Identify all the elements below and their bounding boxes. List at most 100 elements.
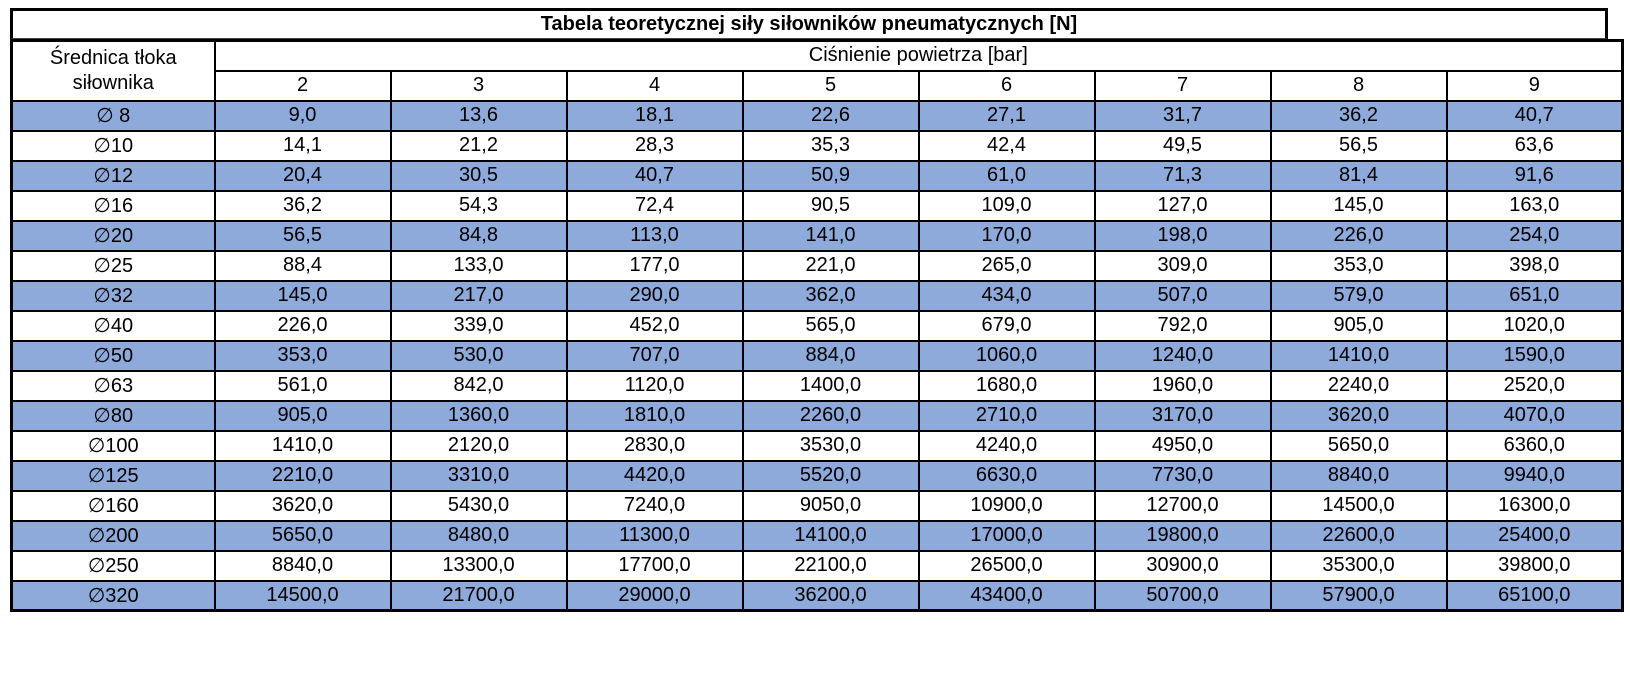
diameter-cell: ∅ 8 xyxy=(10,99,216,132)
diameter-cell: ∅40 xyxy=(10,309,216,342)
force-value-cell: 2830,0 xyxy=(565,429,744,462)
force-value-cell: 26500,0 xyxy=(917,549,1096,582)
force-value-cell: 530,0 xyxy=(389,339,568,372)
force-value-cell: 1810,0 xyxy=(565,399,744,432)
pressure-col-header: 2 xyxy=(213,69,392,102)
force-value-cell: 353,0 xyxy=(213,339,392,372)
force-value-cell: 72,4 xyxy=(565,189,744,222)
group-header-row: Średnica tłoka siłownika Ciśnienie powie… xyxy=(10,39,1624,102)
force-value-cell: 4950,0 xyxy=(1093,429,1272,462)
pressure-col-header: 6 xyxy=(917,69,1096,102)
force-value-cell: 65100,0 xyxy=(1445,579,1624,612)
force-value-cell: 2260,0 xyxy=(741,399,920,432)
diameter-cell: ∅50 xyxy=(10,339,216,372)
force-value-cell: 2240,0 xyxy=(1269,369,1448,402)
force-value-cell: 17000,0 xyxy=(917,519,1096,552)
force-value-cell: 1400,0 xyxy=(741,369,920,402)
table-row: ∅320 14500,0 21700,0 29000,0 36200,0 43400,0 5… xyxy=(10,579,1624,612)
table-row: ∅16 36,2 54,3 72,4 90,5 109,0 127,0 145,0 163,0 xyxy=(10,189,1624,222)
force-value-cell: 20,4 xyxy=(213,159,392,192)
force-value-cell: 1590,0 xyxy=(1445,339,1624,372)
force-value-cell: 4070,0 xyxy=(1445,399,1624,432)
table-row: ∅50 353,0 530,0 707,0 884,0 1060,0 1240,0 1410,… xyxy=(10,339,1624,372)
force-value-cell: 3620,0 xyxy=(213,489,392,522)
pressure-col-header: 4 xyxy=(565,69,744,102)
force-value-cell: 25400,0 xyxy=(1445,519,1624,552)
force-value-cell: 679,0 xyxy=(917,309,1096,342)
force-value-cell: 109,0 xyxy=(917,189,1096,222)
pressure-col-header: 9 xyxy=(1445,69,1624,102)
force-value-cell: 3620,0 xyxy=(1269,399,1448,432)
table-row: ∅32 145,0 217,0 290,0 362,0 434,0 507,0 579,0 65… xyxy=(10,279,1624,312)
table-title: Tabela teoretycznej siły siłowników pneu… xyxy=(10,8,1608,39)
force-value-cell: 50700,0 xyxy=(1093,579,1272,612)
force-value-cell: 434,0 xyxy=(917,279,1096,312)
force-value-cell: 3310,0 xyxy=(389,459,568,492)
table-row: ∅ 8 9,0 13,6 18,1 22,6 27,1 31,7 36,2 40,7 xyxy=(10,99,1624,132)
force-value-cell: 198,0 xyxy=(1093,219,1272,252)
force-value-cell: 353,0 xyxy=(1269,249,1448,282)
force-value-cell: 842,0 xyxy=(389,369,568,402)
force-value-cell: 14100,0 xyxy=(741,519,920,552)
pressure-col-header: 7 xyxy=(1093,69,1272,102)
force-value-cell: 22,6 xyxy=(741,99,920,132)
diameter-cell: ∅32 xyxy=(10,279,216,312)
force-value-cell: 1360,0 xyxy=(389,399,568,432)
force-value-cell: 226,0 xyxy=(213,309,392,342)
pressure-col-header: 3 xyxy=(389,69,568,102)
force-value-cell: 8840,0 xyxy=(213,549,392,582)
force-value-cell: 309,0 xyxy=(1093,249,1272,282)
force-value-cell: 561,0 xyxy=(213,369,392,402)
force-value-cell: 29000,0 xyxy=(565,579,744,612)
diameter-cell: ∅200 xyxy=(10,519,216,552)
force-value-cell: 507,0 xyxy=(1093,279,1272,312)
force-value-cell: 2210,0 xyxy=(213,459,392,492)
diameter-cell: ∅16 xyxy=(10,189,216,222)
force-value-cell: 3170,0 xyxy=(1093,399,1272,432)
force-value-cell: 13,6 xyxy=(389,99,568,132)
force-value-cell: 35300,0 xyxy=(1269,549,1448,582)
force-value-cell: 36,2 xyxy=(213,189,392,222)
pressure-group-header: Ciśnienie powietrza [bar] xyxy=(213,39,1624,72)
force-value-cell: 14500,0 xyxy=(213,579,392,612)
diameter-cell: ∅100 xyxy=(10,429,216,462)
table-row: ∅12 20,4 30,5 40,7 50,9 61,0 71,3 81,4 91,6 xyxy=(10,159,1624,192)
force-value-cell: 1120,0 xyxy=(565,369,744,402)
force-value-cell: 22100,0 xyxy=(741,549,920,582)
force-value-cell: 8840,0 xyxy=(1269,459,1448,492)
force-value-cell: 254,0 xyxy=(1445,219,1624,252)
force-value-cell: 339,0 xyxy=(389,309,568,342)
force-value-cell: 145,0 xyxy=(1269,189,1448,222)
force-value-cell: 362,0 xyxy=(741,279,920,312)
force-value-cell: 145,0 xyxy=(213,279,392,312)
force-value-cell: 17700,0 xyxy=(565,549,744,582)
force-value-cell: 19800,0 xyxy=(1093,519,1272,552)
pressure-col-header: 5 xyxy=(741,69,920,102)
diameter-cell: ∅160 xyxy=(10,489,216,522)
force-value-cell: 113,0 xyxy=(565,219,744,252)
force-value-cell: 3530,0 xyxy=(741,429,920,462)
table-head: Średnica tłoka siłownika Ciśnienie powie… xyxy=(10,39,1624,102)
force-value-cell: 71,3 xyxy=(1093,159,1272,192)
force-value-cell: 61,0 xyxy=(917,159,1096,192)
force-value-cell: 905,0 xyxy=(1269,309,1448,342)
diameter-column-header: Średnica tłoka siłownika xyxy=(10,39,216,102)
table-row: ∅20 56,5 84,8 113,0 141,0 170,0 198,0 226,0 254,… xyxy=(10,219,1624,252)
force-value-cell: 36,2 xyxy=(1269,99,1448,132)
force-value-cell: 905,0 xyxy=(213,399,392,432)
table-row: ∅10 14,1 21,2 28,3 35,3 42,4 49,5 56,5 63,6 xyxy=(10,129,1624,162)
force-value-cell: 90,5 xyxy=(741,189,920,222)
force-value-cell: 398,0 xyxy=(1445,249,1624,282)
force-value-cell: 63,6 xyxy=(1445,129,1624,162)
force-value-cell: 7240,0 xyxy=(565,489,744,522)
force-value-cell: 221,0 xyxy=(741,249,920,282)
force-value-cell: 4420,0 xyxy=(565,459,744,492)
force-value-cell: 5520,0 xyxy=(741,459,920,492)
force-value-cell: 31,7 xyxy=(1093,99,1272,132)
force-value-cell: 30900,0 xyxy=(1093,549,1272,582)
table-body: ∅ 8 9,0 13,6 18,1 22,6 27,1 31,7 36,2 40,7 ∅10 14,… xyxy=(10,99,1624,612)
diameter-cell: ∅20 xyxy=(10,219,216,252)
force-value-cell: 141,0 xyxy=(741,219,920,252)
force-value-cell: 5430,0 xyxy=(389,489,568,522)
force-value-cell: 707,0 xyxy=(565,339,744,372)
